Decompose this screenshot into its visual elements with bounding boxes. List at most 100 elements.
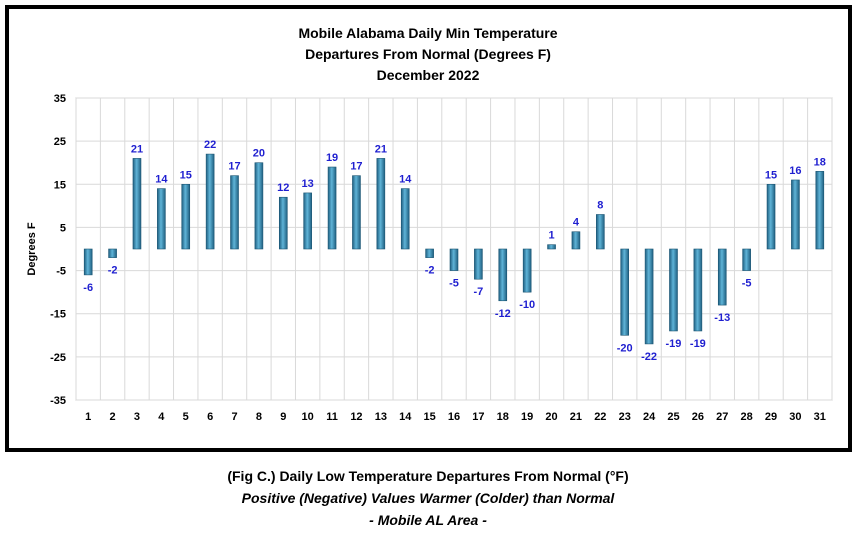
data-label: -6	[83, 282, 93, 294]
x-tick-label: 22	[594, 411, 606, 423]
bar	[376, 158, 386, 250]
data-label: -13	[714, 312, 730, 324]
data-label: -10	[519, 299, 535, 311]
bar	[669, 248, 678, 332]
x-tick-label: 20	[545, 411, 557, 423]
data-label: -2	[425, 265, 435, 277]
bar	[498, 248, 508, 302]
data-label: 8	[597, 199, 603, 211]
x-tick-label: 21	[570, 411, 582, 423]
bar	[425, 248, 434, 258]
bar	[327, 166, 337, 250]
data-label: 19	[326, 152, 338, 164]
data-label: -22	[641, 351, 657, 363]
bar	[717, 248, 727, 306]
bar	[230, 175, 239, 250]
x-tick-label: 8	[256, 411, 262, 423]
chart-svg: Mobile Alabama Daily Min Temperature Depa…	[26, 25, 833, 423]
x-tick-label: 26	[692, 411, 704, 423]
x-tick-label: 19	[521, 411, 533, 423]
y-tick-label: -35	[50, 395, 66, 407]
bar	[108, 248, 117, 258]
bar	[254, 162, 264, 250]
x-tick-label: 23	[619, 411, 631, 423]
chart-frame: Mobile Alabama Daily Min Temperature Depa…	[5, 5, 852, 452]
y-tick-label: -15	[50, 309, 66, 321]
figure-caption-location: - Mobile AL Area -	[369, 512, 487, 528]
bar	[620, 248, 630, 336]
bar	[303, 192, 312, 250]
data-label: -5	[449, 278, 459, 290]
data-label: 17	[228, 161, 240, 173]
chart-title: Mobile Alabama Daily Min Temperature Depa…	[298, 25, 557, 83]
chart-title-line: Mobile Alabama Daily Min Temperature	[298, 25, 557, 41]
data-label: 4	[573, 217, 580, 229]
bar	[181, 183, 191, 250]
bar	[132, 158, 142, 250]
bar	[449, 248, 459, 271]
data-label: 21	[375, 143, 387, 155]
x-tick-label: 4	[158, 411, 165, 423]
chart-title-line: Departures From Normal (Degrees F)	[305, 46, 551, 62]
y-tick-label: -25	[50, 352, 66, 364]
gridlines	[75, 97, 833, 401]
bar	[157, 188, 166, 250]
x-tick-label: 11	[326, 411, 338, 423]
bar	[352, 175, 361, 250]
x-tick-label: 30	[789, 411, 801, 423]
bar	[400, 188, 410, 250]
x-tick-label: 31	[814, 411, 826, 423]
data-label: 18	[814, 156, 826, 168]
x-tick-label: 3	[134, 411, 140, 423]
chart-title-line: December 2022	[377, 67, 480, 83]
bar	[205, 153, 215, 250]
y-tick-label: 15	[54, 179, 66, 191]
bar	[83, 248, 93, 276]
x-tick-label: 10	[302, 411, 314, 423]
x-tick-label: 1	[85, 411, 91, 423]
data-label: -12	[495, 308, 511, 320]
x-tick-label: 6	[207, 411, 213, 423]
bar	[766, 183, 776, 250]
x-tick-label: 16	[448, 411, 460, 423]
data-label: 21	[131, 143, 143, 155]
bar	[791, 179, 800, 250]
bar	[474, 248, 483, 280]
data-label: 14	[155, 174, 168, 186]
bar	[571, 231, 581, 250]
data-label: 15	[180, 169, 192, 181]
data-label: -7	[473, 286, 483, 298]
bar	[644, 248, 654, 345]
x-tick-label: 5	[183, 411, 189, 423]
x-axis-ticks: 1 2 3 4 5 6 7 8 9 10 11 12 13 14 15 16 17 18 19 20 21 22 23 24 2…	[85, 411, 826, 423]
data-label: 20	[253, 148, 265, 160]
x-tick-label: 14	[399, 411, 412, 423]
data-label: 13	[302, 178, 314, 190]
data-label: -19	[666, 338, 682, 350]
y-tick-label: 5	[60, 222, 66, 234]
data-label: -5	[742, 278, 752, 290]
figure-caption-subtitle: Positive (Negative) Values Warmer (Colde…	[241, 490, 615, 506]
data-label: 15	[765, 169, 777, 181]
data-label: -20	[617, 342, 633, 354]
x-tick-label: 2	[110, 411, 116, 423]
bar	[522, 248, 532, 293]
x-tick-label: 28	[741, 411, 753, 423]
x-tick-label: 17	[472, 411, 484, 423]
y-axis-title: Degrees F	[26, 222, 38, 275]
y-tick-label: 35	[54, 93, 66, 105]
x-tick-label: 25	[667, 411, 679, 423]
data-label: 14	[399, 174, 412, 186]
bars	[83, 153, 825, 345]
y-tick-label: 25	[54, 136, 66, 148]
bar	[742, 248, 751, 271]
x-tick-label: 27	[716, 411, 728, 423]
x-tick-label: 24	[643, 411, 656, 423]
data-label: 1	[548, 230, 554, 242]
x-tick-label: 9	[280, 411, 286, 423]
data-label: -2	[108, 265, 118, 277]
x-tick-label: 15	[423, 411, 435, 423]
x-tick-label: 13	[375, 411, 387, 423]
data-label: 17	[350, 161, 362, 173]
